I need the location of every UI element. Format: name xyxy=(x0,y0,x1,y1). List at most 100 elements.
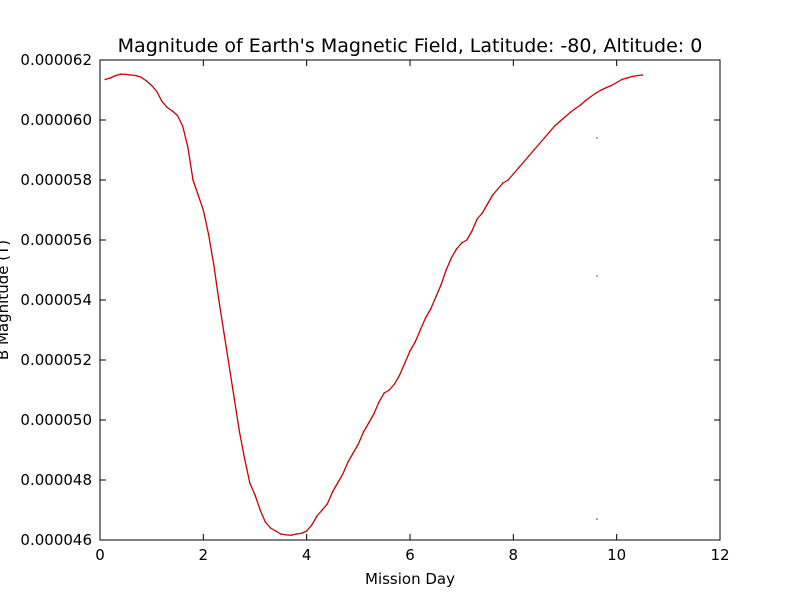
data-point xyxy=(466,239,468,241)
data-point xyxy=(114,74,117,77)
data-point xyxy=(584,99,587,102)
data-point xyxy=(249,482,251,484)
data-point xyxy=(156,90,158,93)
data-point xyxy=(574,107,577,110)
data-point xyxy=(321,509,323,511)
data-point xyxy=(481,212,484,214)
data-point xyxy=(362,431,365,433)
data-point xyxy=(538,143,540,145)
y-tick-label: 0.000048 xyxy=(20,471,92,489)
data-point xyxy=(579,104,582,106)
series-layer xyxy=(104,73,644,536)
data-point xyxy=(398,374,401,376)
data-point xyxy=(264,521,267,523)
data-point xyxy=(610,84,613,87)
data-point xyxy=(295,533,298,535)
data-point xyxy=(393,383,396,385)
data-point xyxy=(383,392,385,394)
y-tick-label: 0.000052 xyxy=(20,351,92,369)
data-point xyxy=(171,110,174,112)
data-point xyxy=(429,308,432,310)
data-point xyxy=(223,332,225,334)
data-point xyxy=(533,149,535,151)
data-point xyxy=(378,401,380,403)
data-point xyxy=(621,78,623,81)
y-tick-label: 0.000058 xyxy=(20,171,92,189)
y-tick-label: 0.000054 xyxy=(20,291,92,309)
stray-data-point xyxy=(596,518,598,520)
data-point xyxy=(497,188,499,190)
data-point xyxy=(491,194,494,196)
x-axis-label: Mission Day xyxy=(365,570,455,588)
y-tick-label: 0.000046 xyxy=(20,531,92,549)
data-point xyxy=(460,242,463,244)
data-point xyxy=(615,81,618,84)
data-point xyxy=(228,365,230,367)
chart-title: Magnitude of Earth's Magnetic Field, Lat… xyxy=(118,35,703,57)
y-tick-label: 0.000062 xyxy=(20,51,92,69)
data-point xyxy=(243,458,246,460)
data-point xyxy=(207,233,210,235)
data-point xyxy=(502,182,504,184)
data-point xyxy=(311,524,313,526)
stray-data-point xyxy=(596,137,598,139)
data-point xyxy=(140,76,143,79)
data-point xyxy=(419,329,422,331)
data-point xyxy=(507,179,509,181)
data-point xyxy=(285,534,287,536)
data-point xyxy=(404,362,406,364)
data-point xyxy=(522,161,525,163)
data-point xyxy=(590,95,592,98)
y-axis-ticks: 0.000046 0.000048 0.000050 0.000052 0.000054… xyxy=(20,51,720,549)
x-tick-label: 10 xyxy=(607,546,626,564)
x-tick-label: 0 xyxy=(95,546,105,564)
data-point xyxy=(357,443,360,445)
x-axis-ticks: 0 2 4 6 8 10 12 xyxy=(95,60,730,564)
data-point xyxy=(367,422,370,424)
x-tick-label: 4 xyxy=(302,546,312,564)
data-point xyxy=(486,203,489,205)
data-point xyxy=(125,73,127,76)
data-point xyxy=(280,533,282,535)
data-point xyxy=(424,317,427,319)
data-point xyxy=(326,503,329,505)
data-point xyxy=(435,296,437,298)
data-point xyxy=(212,263,215,265)
data-point xyxy=(336,482,339,484)
data-point xyxy=(414,341,416,343)
data-point xyxy=(553,125,556,127)
data-point xyxy=(548,131,551,133)
data-point xyxy=(445,269,447,271)
data-point xyxy=(269,527,272,529)
x-tick-label: 8 xyxy=(509,546,519,564)
data-point xyxy=(130,74,132,76)
data-point xyxy=(476,218,478,220)
y-tick-label: 0.000050 xyxy=(20,411,92,429)
data-point xyxy=(600,89,602,91)
data-point xyxy=(331,491,334,493)
plot-area xyxy=(99,59,721,541)
data-point xyxy=(605,86,608,89)
data-point xyxy=(564,116,566,118)
data-point xyxy=(559,120,561,123)
x-tick-label: 2 xyxy=(199,546,209,564)
data-point xyxy=(373,413,375,415)
data-point xyxy=(166,106,168,109)
data-point xyxy=(300,532,303,535)
data-point xyxy=(218,299,220,301)
data-point xyxy=(455,248,458,250)
y-axis-label: B Magnitude (T) xyxy=(0,240,12,360)
data-point xyxy=(176,114,179,117)
y-tick-label: 0.000056 xyxy=(20,231,92,249)
data-point xyxy=(197,194,199,196)
data-point xyxy=(259,509,261,511)
data-point xyxy=(202,209,205,211)
data-point xyxy=(274,530,277,532)
data-point xyxy=(517,167,520,169)
data-point xyxy=(471,230,473,232)
data-point xyxy=(626,77,628,79)
data-point xyxy=(409,350,411,352)
x-tick-label: 12 xyxy=(710,546,729,564)
